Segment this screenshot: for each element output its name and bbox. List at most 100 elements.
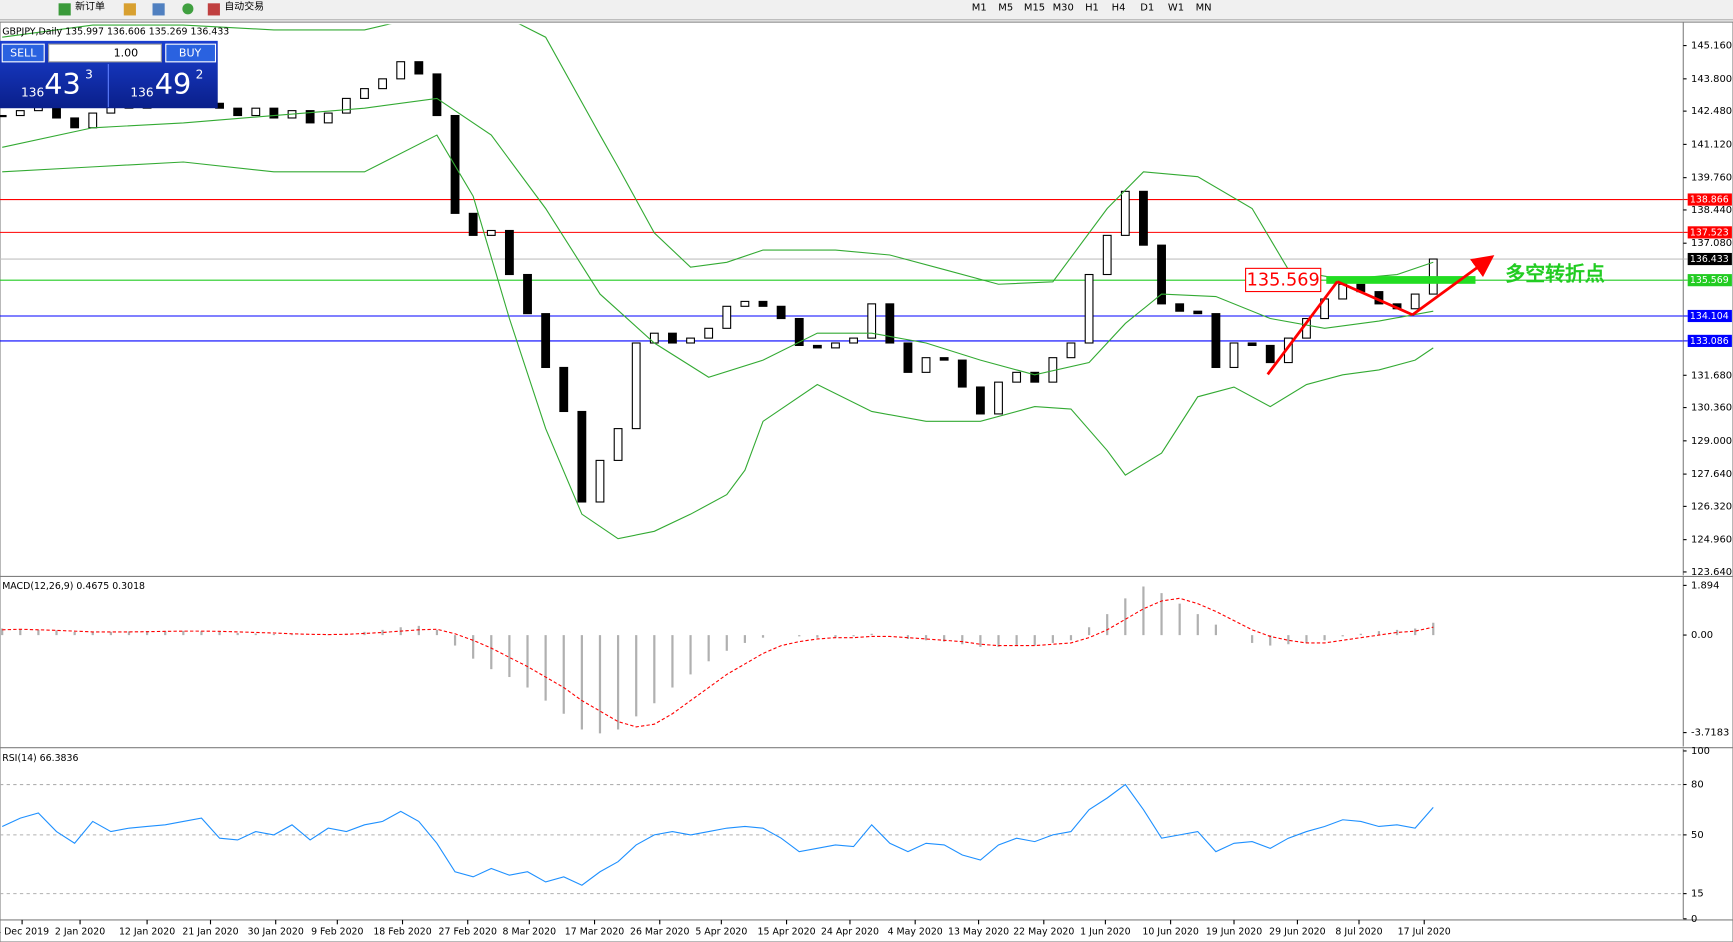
y-tick-label: 15 (1691, 889, 1704, 900)
timeframe-button[interactable]: M15 (1024, 3, 1045, 14)
x-tick-label: 4 May 2020 (888, 927, 943, 938)
candle (704, 327, 714, 339)
sell-label[interactable]: SELL (10, 47, 37, 60)
timeframe-button[interactable]: W1 (1168, 3, 1184, 14)
sell-button[interactable] (1, 43, 45, 63)
bid-big: 43 (44, 67, 81, 101)
icon[interactable] (123, 3, 136, 16)
trend-arrow (1411, 255, 1495, 316)
x-tick-label: 1 Jun 2020 (1080, 927, 1130, 938)
y-tick-label: 126.320 (1691, 501, 1732, 512)
y-tick-label: 137.080 (1691, 238, 1732, 249)
candle (1084, 273, 1094, 344)
panel-title: RSI(14) 66.3836 (2, 753, 78, 764)
trend-arrow (1336, 280, 1414, 316)
y-tick-label: 0 (1691, 914, 1697, 925)
level-label-bg (1687, 193, 1732, 206)
panel (1, 586, 1435, 734)
x-tick-label: 8 Jul 2020 (1335, 927, 1382, 938)
series-line (2, 597, 1434, 728)
panel: 135.569 多空转折点 (0, 24, 1684, 540)
new-order-button[interactable]: 新订单 (75, 0, 105, 13)
annotation-note: 多空转折点 (1505, 262, 1605, 285)
x-tick-label: 19 Jun 2020 (1206, 927, 1262, 938)
candle (414, 61, 424, 75)
candle (577, 410, 587, 503)
icon[interactable] (58, 3, 71, 16)
auto-trading-button[interactable]: 自动交易 (224, 0, 264, 13)
x-tick-label: 22 May 2020 (1013, 927, 1074, 938)
candle (776, 305, 786, 320)
x-tick-label: 9 Feb 2020 (311, 927, 363, 938)
level-label-bg (1687, 309, 1732, 323)
lot-field[interactable] (48, 43, 162, 63)
series-line (1, 783, 1434, 886)
x-tick-label: 17 Jul 2020 (1398, 927, 1451, 938)
x-tick-label: 17 Mar 2020 (565, 927, 624, 938)
timeframe-button[interactable]: H1 (1085, 3, 1099, 14)
candle (305, 110, 315, 124)
y-tick-label: 138.440 (1691, 205, 1732, 216)
candle (378, 78, 388, 90)
lot-value[interactable]: 1.00 (114, 47, 139, 60)
candle (88, 112, 98, 129)
candle (1247, 342, 1257, 346)
y-tick-label: 0.00 (1691, 630, 1713, 641)
candle (486, 229, 496, 236)
x-tick-label: 13 May 2020 (948, 927, 1009, 938)
y-tick-label: 127.640 (1691, 469, 1732, 480)
candle (504, 229, 514, 276)
series-line (2, 134, 1434, 540)
candle (740, 300, 750, 307)
candle (631, 342, 641, 430)
price-callout: 135.569 (1247, 271, 1320, 291)
x-tick-label: 21 Jan 2020 (182, 927, 238, 938)
timeframe-button[interactable]: H4 (1112, 3, 1126, 14)
y-tick-label: -3.7183 (1691, 728, 1729, 739)
candle (468, 212, 478, 236)
icon[interactable] (207, 3, 220, 16)
ask-pip: 2 (196, 68, 204, 82)
candle (251, 107, 261, 117)
candle (939, 357, 949, 361)
x-tick-label: 2 Jan 2020 (55, 927, 105, 938)
timeframe-button[interactable]: M1 (972, 3, 987, 14)
timeframe-button[interactable]: M5 (998, 3, 1013, 14)
ask-big: 49 (155, 67, 192, 101)
candle (360, 88, 369, 99)
candle (1066, 342, 1076, 359)
level-label-bg (1687, 274, 1732, 287)
candle (1410, 293, 1420, 310)
level-label: 137.523 (1690, 227, 1729, 238)
candle (1229, 342, 1239, 369)
candle (957, 359, 967, 388)
price-callout-box (1245, 267, 1322, 293)
icon[interactable] (182, 3, 194, 15)
candle (523, 273, 532, 315)
candle (1102, 234, 1112, 276)
level-label-bg (1687, 226, 1732, 239)
buy-label[interactable]: BUY (179, 47, 202, 60)
level-label: 138.866 (1690, 195, 1729, 206)
x-tick-label: 18 Feb 2020 (373, 927, 431, 938)
candle (15, 110, 25, 117)
timeframe-button[interactable]: M30 (1053, 3, 1074, 14)
bid-pip: 3 (85, 68, 93, 82)
candle (1012, 371, 1022, 383)
series-line (2, 97, 1434, 378)
y-tick-label: 143.800 (1691, 74, 1732, 85)
x-tick-label: 26 Mar 2020 (630, 927, 689, 938)
y-tick-label: 100 (1691, 746, 1710, 757)
buy-button[interactable] (165, 43, 217, 63)
timeframe-button[interactable]: D1 (1140, 3, 1154, 14)
y-tick-label: 130.360 (1691, 403, 1732, 414)
timeframe-button[interactable]: MN (1196, 3, 1212, 14)
icon[interactable] (152, 3, 165, 16)
candle (396, 61, 406, 80)
candle (686, 337, 695, 344)
bid-small: 136 (21, 85, 44, 99)
x-tick-label: 5 Apr 2020 (695, 927, 747, 938)
y-tick-label: 50 (1691, 830, 1704, 841)
x-tick-label: 15 Apr 2020 (758, 927, 816, 938)
